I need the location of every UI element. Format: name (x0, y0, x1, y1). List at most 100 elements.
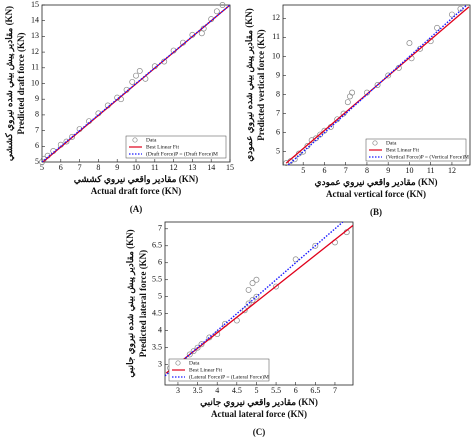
y-tick-label: 12 (272, 13, 280, 22)
legend-marker (132, 137, 138, 143)
y-tick-label: 4 (158, 325, 162, 334)
data-point (186, 351, 193, 358)
y-tick-label: 5 (35, 157, 39, 166)
y-axis-label: Predicted lateral force (KN) (138, 250, 148, 357)
x-tick-label: 9 (115, 163, 119, 172)
y-tick-label: 3.5 (152, 342, 162, 351)
legend-label: Best Linear Fit (189, 367, 222, 373)
x-axis-label-fa: (KN) مقادير واقعي نيروي عمودي (315, 177, 438, 188)
y-tick-label: 6 (276, 127, 280, 136)
data-point (39, 159, 45, 165)
data-point (129, 78, 136, 85)
x-tick-label: 5.5 (271, 386, 281, 395)
panel-label: (A) (130, 204, 143, 214)
x-tick-label: 11 (427, 166, 435, 175)
y-tick-label: 14 (31, 16, 39, 25)
data-point (344, 99, 351, 106)
y-axis-label-fa: (KN) مقادير پيش بيني شده نيروي عمودي (244, 8, 255, 162)
legend-label: Best Linear Fit (146, 144, 179, 150)
x-tick-label: 12 (448, 166, 456, 175)
x-tick-label: 14 (207, 163, 215, 172)
x-tick-label: 7 (333, 386, 337, 395)
x-axis-label-fa: (KN) مقادير واقعي نيروي كششي (74, 174, 199, 185)
y-tick-label: 10 (31, 78, 39, 87)
legend-label: (Vertical Force)P = (Vertical Force)M (386, 153, 469, 160)
data-point (63, 138, 70, 145)
data-point (292, 256, 299, 263)
data-point (448, 11, 455, 18)
legend-label: Data (189, 360, 200, 366)
y-tick-label: 5 (276, 146, 280, 155)
data-point (334, 116, 341, 123)
legend-label: (Lateral Force)P = (Lateral Force)M (189, 373, 269, 380)
data-point (245, 300, 252, 307)
y-tick-label: 5 (158, 292, 162, 301)
identity-line (287, 5, 468, 165)
x-tick-label: 5 (40, 163, 44, 172)
legend-box (168, 358, 270, 382)
data-point (253, 293, 260, 300)
x-tick-label: 6 (322, 166, 326, 175)
y-tick-label: 7 (276, 108, 280, 117)
legend-label: (Draft Force)P = (Draft Force)M (146, 150, 218, 157)
y-tick-label: 8 (276, 89, 280, 98)
legend-box (365, 138, 467, 162)
x-tick-label: 13 (188, 163, 196, 172)
y-tick-label: 11 (272, 32, 280, 41)
legend-label: Data (386, 140, 397, 146)
y-tick-label: 3 (158, 359, 162, 368)
y-tick-label: 13 (31, 31, 39, 40)
legend-label: Best Linear Fit (386, 147, 419, 153)
panel-label: (B) (370, 207, 382, 217)
x-axis-label-fa: (KN) مقادير واقعي نيروي جانبي (200, 397, 318, 408)
data-point (133, 72, 139, 79)
data-point (273, 283, 280, 290)
data-point (69, 133, 76, 140)
x-tick-label: 6 (294, 386, 298, 395)
y-tick-label: 5.5 (152, 275, 162, 284)
y-tick-label: 4.5 (152, 309, 162, 318)
y-tick-label: 7 (158, 224, 162, 233)
data-point (434, 24, 441, 31)
data-point (253, 276, 260, 283)
data-point (249, 297, 256, 304)
y-tick-label: 6 (158, 258, 162, 267)
y-tick-label: 6 (35, 141, 39, 150)
data-point (136, 67, 143, 74)
y-axis-label: Predicted draft force (KN) (16, 33, 26, 135)
data-point (241, 307, 248, 314)
data-point (213, 8, 220, 15)
x-tick-label: 6 (59, 163, 63, 172)
x-tick-label: 6.5 (310, 386, 320, 395)
x-tick-label: 10 (132, 163, 140, 172)
y-tick-label: 6.5 (152, 241, 162, 250)
y-tick-label: 11 (31, 63, 39, 72)
y-axis-label-fa: (KN) مقادير پيش بيني شده نيروي كششي (4, 6, 15, 161)
data-point (194, 344, 201, 351)
x-tick-label: 3.5 (193, 386, 203, 395)
x-tick-label: 3 (176, 386, 180, 395)
x-tick-label: 12 (170, 163, 178, 172)
y-tick-label: 10 (272, 51, 280, 60)
x-axis-label: Actual vertical force (KN) (326, 189, 426, 199)
data-point (291, 156, 298, 163)
x-tick-label: 15 (226, 163, 234, 172)
data-point (198, 341, 205, 348)
identity-line (42, 5, 230, 162)
legend-marker (175, 360, 181, 366)
data-point (249, 280, 256, 287)
identity-line (165, 222, 344, 377)
x-tick-label: 7 (78, 163, 82, 172)
data-point (219, 2, 226, 8)
legend-marker (372, 140, 378, 146)
plot-area (164, 221, 354, 386)
data-point (349, 89, 356, 96)
data-point (245, 286, 252, 293)
data-point (340, 110, 347, 117)
legend-box (125, 135, 227, 159)
y-tick-label: 8 (35, 110, 39, 119)
y-tick-label: 12 (31, 47, 39, 56)
x-tick-label: 8 (96, 163, 100, 172)
y-tick-label: 9 (276, 70, 280, 79)
